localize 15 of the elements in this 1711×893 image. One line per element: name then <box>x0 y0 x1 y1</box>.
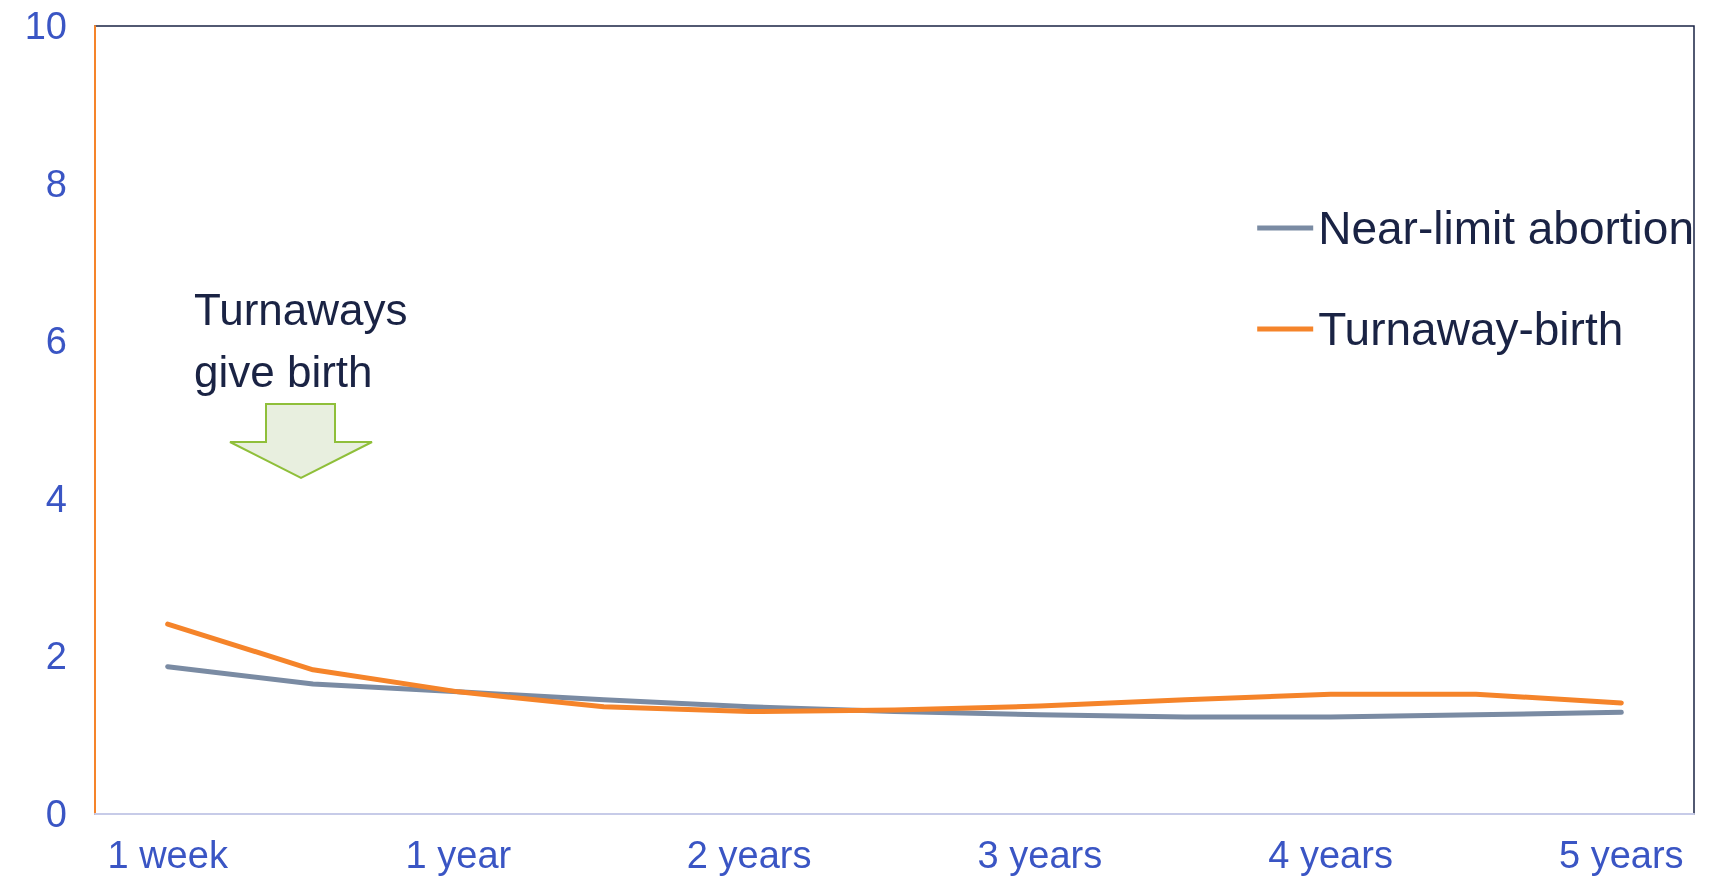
y-tick-label: 10 <box>24 5 67 47</box>
y-tick-label: 2 <box>45 635 67 678</box>
legend-label: Near-limit abortion <box>1318 202 1694 254</box>
x-tick-label: 3 years <box>977 834 1103 876</box>
y-tick-label: 6 <box>45 320 67 363</box>
annotation: Turnaways give birth <box>194 284 420 396</box>
x-tick-label: 4 years <box>1268 834 1393 876</box>
x-tick-label: 1 week <box>107 834 229 876</box>
y-tick-label: 4 <box>45 477 67 520</box>
legend-label: Turnaway-birth <box>1318 303 1624 355</box>
x-tick-label: 1 year <box>405 834 512 876</box>
y-tick-label: 8 <box>45 162 67 205</box>
y-tick-label: 0 <box>45 793 67 835</box>
x-tick-label: 5 years <box>1559 834 1684 876</box>
x-tick-label: 2 years <box>686 834 812 876</box>
